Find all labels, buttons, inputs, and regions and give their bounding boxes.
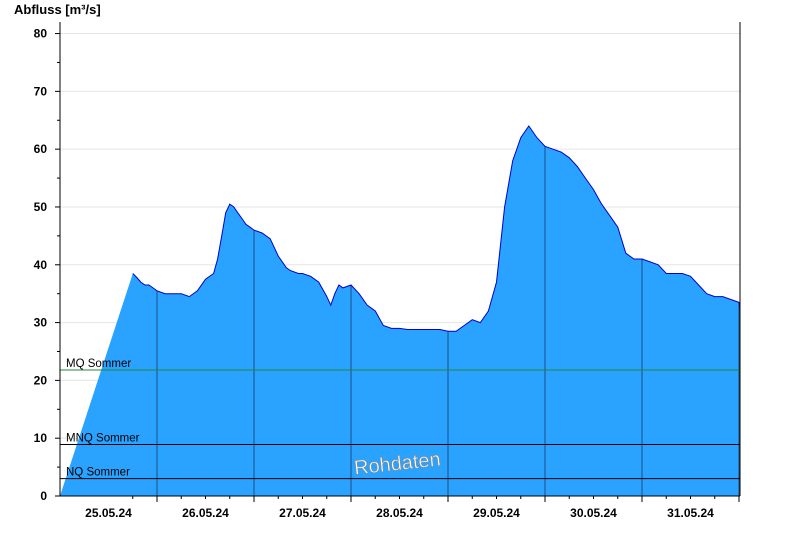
y-tick-label: 40 (34, 258, 48, 272)
y-tick-label: 20 (34, 373, 48, 387)
y-tick-label: 10 (34, 431, 48, 445)
y-tick-label: 60 (34, 142, 48, 156)
y-axis-title: Abfluss [m³/s] (14, 2, 101, 17)
day-separator-lines (156, 146, 740, 496)
y-tick-label: 80 (34, 27, 48, 41)
x-tick-label: 30.05.24 (570, 506, 617, 520)
reference-line-label: MNQ Sommer (66, 433, 140, 445)
discharge-area (60, 74, 740, 496)
reference-lines: MQ Sommer MNQ Sommer NQ Sommer (60, 358, 740, 480)
y-tick-label: 30 (34, 316, 48, 330)
x-tick-label: 25.05.24 (85, 506, 132, 520)
y-tick-label: 0 (40, 489, 47, 503)
x-axis-ticks: 25.05.24 26.05.24 27.05.24 28.05.24 29.05.24… (85, 496, 740, 520)
reference-line-label: NQ Sommer (66, 467, 130, 479)
x-tick-label: 28.05.24 (376, 506, 423, 520)
reference-line-label: MQ Sommer (66, 358, 131, 370)
y-tick-label: 50 (34, 200, 48, 214)
x-tick-label: 26.05.24 (182, 506, 229, 520)
y-axis-ticks: 0 10 20 30 40 50 60 70 80 (34, 27, 60, 503)
y-tick-label: 70 (34, 84, 48, 98)
x-tick-label: 27.05.24 (279, 506, 326, 520)
x-tick-label: 29.05.24 (473, 506, 520, 520)
x-tick-label: 31.05.24 (667, 506, 714, 520)
